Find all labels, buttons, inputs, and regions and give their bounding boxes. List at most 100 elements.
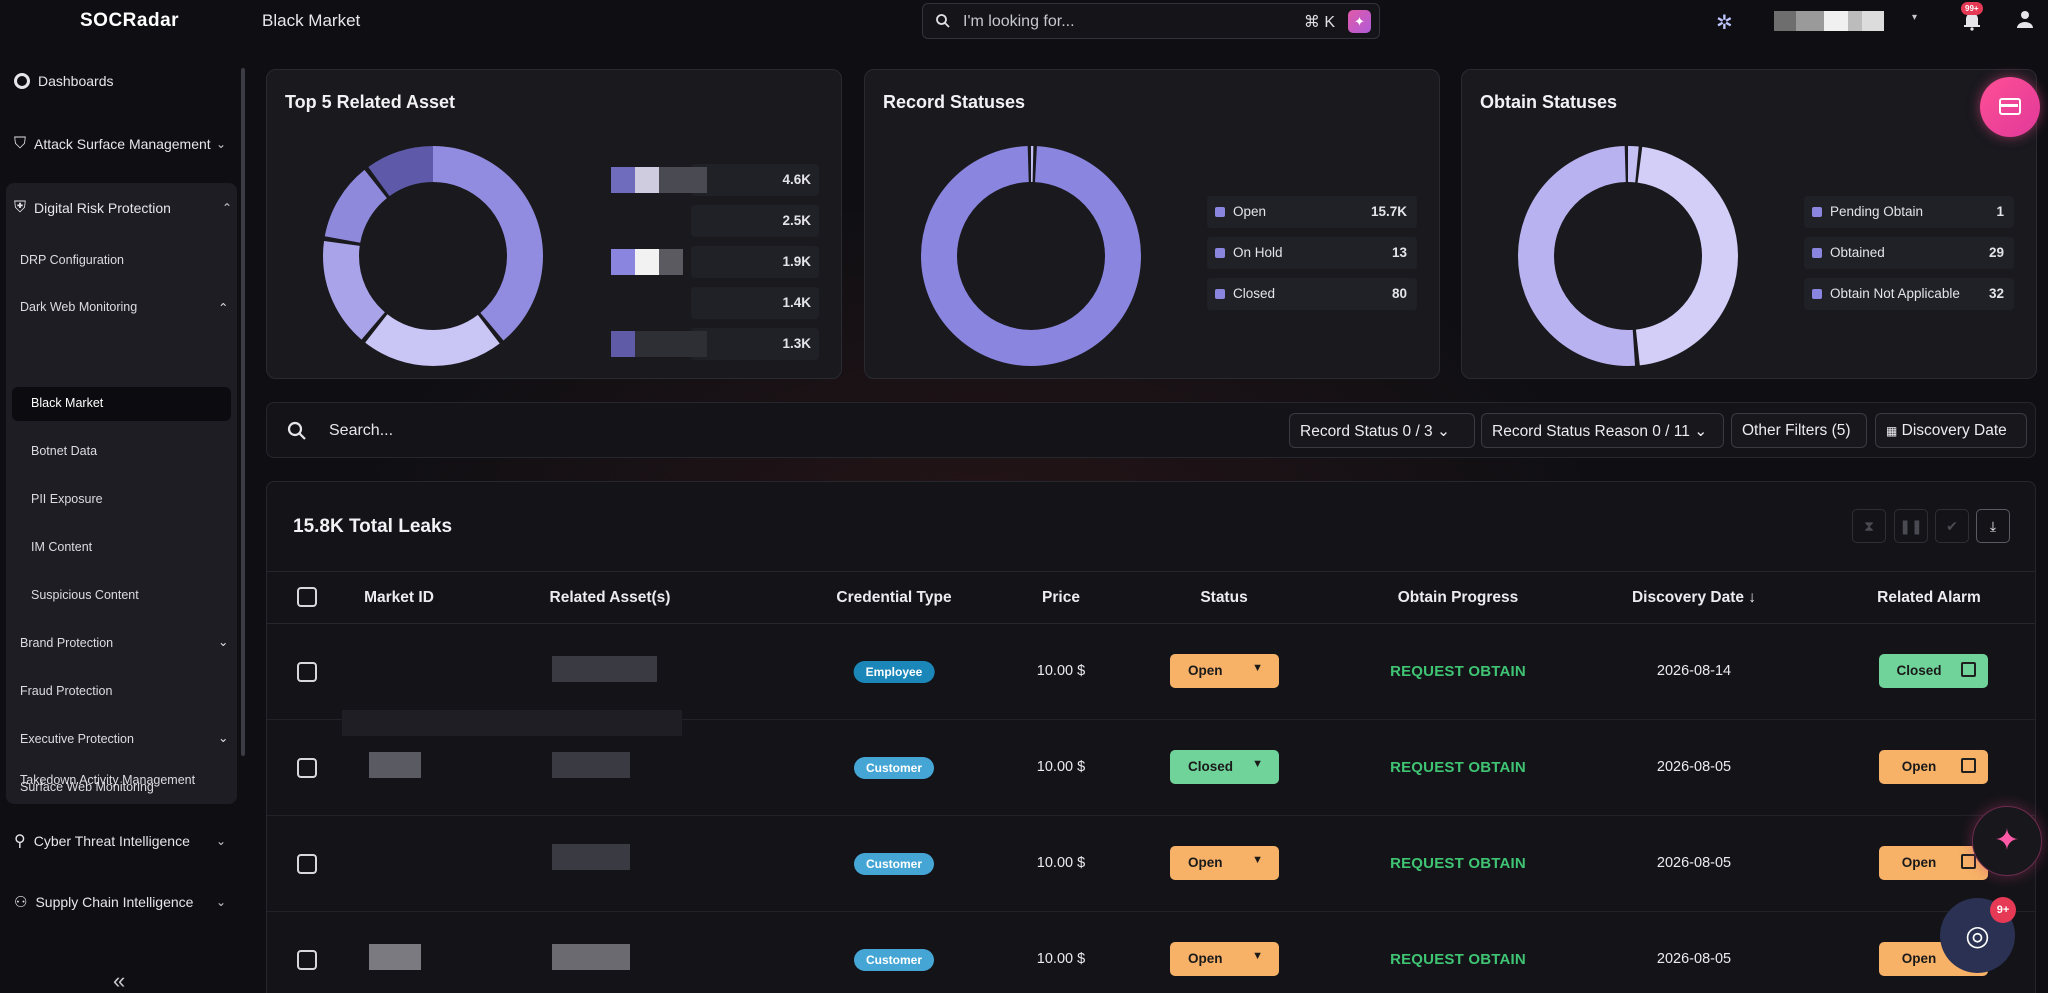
sidebar-item-drp[interactable]: ⛨ Digital Risk Protection ⌃ (14, 199, 234, 217)
user-menu[interactable] (1774, 11, 1894, 31)
record-status-reason-filter[interactable]: Record Status Reason 0 / 11 ⌄ (1481, 413, 1724, 448)
download-icon[interactable]: ⤓ (1976, 509, 2010, 543)
legend-label: On Hold (1233, 245, 1283, 260)
status-dropdown[interactable]: Closed ▼ (1170, 750, 1279, 784)
request-obtain-link[interactable]: REQUEST OBTAIN (1390, 951, 1526, 968)
col-price[interactable]: Price (1042, 589, 1080, 606)
status-dropdown[interactable]: Open ▼ (1170, 942, 1279, 976)
record-status-filter[interactable]: Record Status 0 / 3 ⌄ (1289, 413, 1475, 448)
discovery-date-cell: 2026-08-05 (1656, 759, 1732, 775)
alarm-button[interactable]: Open (1879, 846, 1988, 880)
sidebar-item-dashboards[interactable]: Dashboards (14, 73, 114, 89)
chevron-down-icon[interactable]: ▾ (1912, 12, 1918, 23)
records-donut-chart (921, 146, 1141, 366)
sidebar-item-drp-config[interactable]: DRP Configuration (20, 253, 124, 267)
table-row[interactable]: Customer 10.00 $ Open ▼ REQUEST OBTAIN 20… (267, 912, 2035, 993)
sidebar-scrollbar[interactable] (241, 68, 245, 756)
legend-value: 1 (1996, 204, 2004, 219)
alarm-label: Closed (1896, 663, 1942, 678)
col-credential-type[interactable]: Credential Type (836, 589, 952, 606)
legend-on-hold[interactable]: On Hold 13 (1207, 237, 1417, 269)
sidebar-item-black-market-active[interactable] (12, 387, 231, 421)
chevron-up-icon: ⌃ (218, 301, 229, 315)
table-row[interactable]: Customer 10.00 $ Open ▼ REQUEST OBTAIN 20… (267, 816, 2035, 912)
request-obtain-link[interactable]: REQUEST OBTAIN (1390, 663, 1526, 680)
bell-icon[interactable] (1960, 8, 1984, 32)
legend-open[interactable]: Open 15.7K (1207, 196, 1417, 228)
asset-legend-row[interactable]: 2.5K (611, 205, 819, 237)
discovery-date-filter[interactable]: ▦ Discovery Date (1875, 413, 2027, 448)
filter-label: Record Status Reason 0 / 11 (1492, 423, 1690, 440)
legend-label: Open (1233, 204, 1267, 219)
chevron-down-icon: ▼ (1252, 662, 1263, 674)
legend-obtained[interactable]: Obtained 29 (1804, 237, 2014, 269)
request-obtain-link[interactable]: REQUEST OBTAIN (1390, 759, 1526, 776)
chevron-down-icon: ⌄ (218, 635, 229, 649)
chevron-down-icon: ⌄ (218, 731, 229, 745)
page-title: Black Market (262, 11, 361, 30)
legend-closed[interactable]: Closed 80 (1207, 278, 1417, 310)
discovery-date-cell: 2026-08-05 (1656, 855, 1732, 871)
row-checkbox[interactable] (297, 950, 317, 970)
request-obtain-link[interactable]: REQUEST OBTAIN (1390, 855, 1526, 872)
status-dropdown[interactable]: Open ▼ (1170, 846, 1279, 880)
sidebar-item-executive[interactable]: Executive Protection ⌄ (20, 731, 230, 746)
table-row[interactable]: Employee 10.00 $ Open ▼ REQUEST OBTAIN 20… (267, 624, 2035, 720)
select-all-checkbox[interactable] (297, 587, 317, 607)
global-search[interactable]: I'm looking for... ⌘ K ✦ (922, 3, 1380, 39)
ai-sparkle-icon[interactable]: ✦ (1348, 10, 1371, 33)
asset-legend-row[interactable]: 4.6K (611, 164, 819, 196)
collapse-sidebar-icon[interactable]: « (113, 968, 126, 993)
table-search-input[interactable]: Search... (329, 422, 394, 439)
row-checkbox[interactable] (297, 854, 317, 874)
sidebar-item-pii[interactable]: PII Exposure (31, 492, 103, 506)
alarm-button[interactable]: Open (1879, 750, 1988, 784)
col-obtain-progress[interactable]: Obtain Progress (1397, 589, 1519, 606)
legend-value: 32 (1988, 286, 2004, 301)
sidebar-item-fraud[interactable]: Fraud Protection (20, 684, 113, 698)
col-related-assets[interactable]: Related Asset(s) (549, 589, 671, 606)
legend-swatch (1215, 207, 1225, 217)
card-view-button[interactable] (1980, 77, 2040, 137)
col-related-alarm[interactable]: Related Alarm (1877, 589, 1981, 606)
legend-not-applicable[interactable]: Obtain Not Applicable 32 (1804, 278, 2014, 310)
sidebar-item-suspicious[interactable]: Suspicious Content (31, 588, 139, 602)
sidebar-item-label: Attack Surface Management (34, 136, 211, 152)
sidebar-item-takedown[interactable]: Takedown Activity Management (20, 773, 196, 787)
asset-legend-row[interactable]: 1.3K (611, 328, 819, 360)
card-title: Record Statuses (883, 92, 1026, 112)
table-row[interactable]: Customer 10.00 $ Closed ▼ REQUEST OBTAIN … (267, 720, 2035, 816)
sidebar-item-im-content[interactable]: IM Content (31, 540, 93, 554)
external-link-icon (1961, 758, 1976, 773)
sidebar-item-surface-web[interactable]: Surface Web Monitoring (20, 780, 154, 794)
status-dropdown[interactable]: Open ▼ (1170, 654, 1279, 688)
sidebar-item-black-market[interactable]: Black Market (31, 396, 104, 410)
col-market-id[interactable]: Market ID (364, 589, 434, 606)
sidebar-item-botnet[interactable]: Botnet Data (31, 444, 98, 458)
sidebar-item-cti[interactable]: ⚲ Cyber Threat Intelligence ⌄ (14, 831, 240, 851)
asset-legend-row[interactable]: 1.4K (611, 287, 819, 319)
sidebar-item-dark-web[interactable]: Dark Web Monitoring ⌃ (20, 300, 230, 315)
profile-icon[interactable] (2016, 10, 2034, 28)
table-header: Market ID Related Asset(s) Credential Ty… (267, 571, 2035, 624)
col-status[interactable]: Status (1200, 589, 1248, 606)
chevron-down-icon: ⌄ (216, 834, 227, 848)
alarm-label: Open (1901, 951, 1937, 966)
network-icon[interactable]: ✲ (1716, 12, 1733, 34)
sidebar-item-sci[interactable]: ⚇ Supply Chain Intelligence ⌄ (14, 893, 240, 911)
alarm-button[interactable]: Closed (1879, 654, 1988, 688)
ai-assistant-button[interactable]: ✦ (1972, 806, 2042, 876)
asset-legend-row[interactable]: 1.9K (611, 246, 819, 278)
legend-swatch (1812, 248, 1822, 258)
row-checkbox[interactable] (297, 758, 317, 778)
sidebar-item-brand[interactable]: Brand Protection ⌄ (20, 635, 230, 650)
row-checkbox[interactable] (297, 662, 317, 682)
socradar-logo[interactable]: SOCRadar (80, 10, 180, 31)
other-filters-button[interactable]: Other Filters (5) (1731, 413, 1867, 448)
legend-pending[interactable]: Pending Obtain 1 (1804, 196, 2014, 228)
hourglass-icon: ⧗ (1852, 509, 1886, 543)
price-cell: 10.00 $ (1036, 759, 1086, 775)
col-discovery-date[interactable]: Discovery Date ↓ (1631, 589, 1757, 606)
sidebar-item-asm[interactable]: ⛉ Attack Surface Management ⌄ (14, 135, 240, 153)
status-label: Open (1188, 663, 1223, 678)
